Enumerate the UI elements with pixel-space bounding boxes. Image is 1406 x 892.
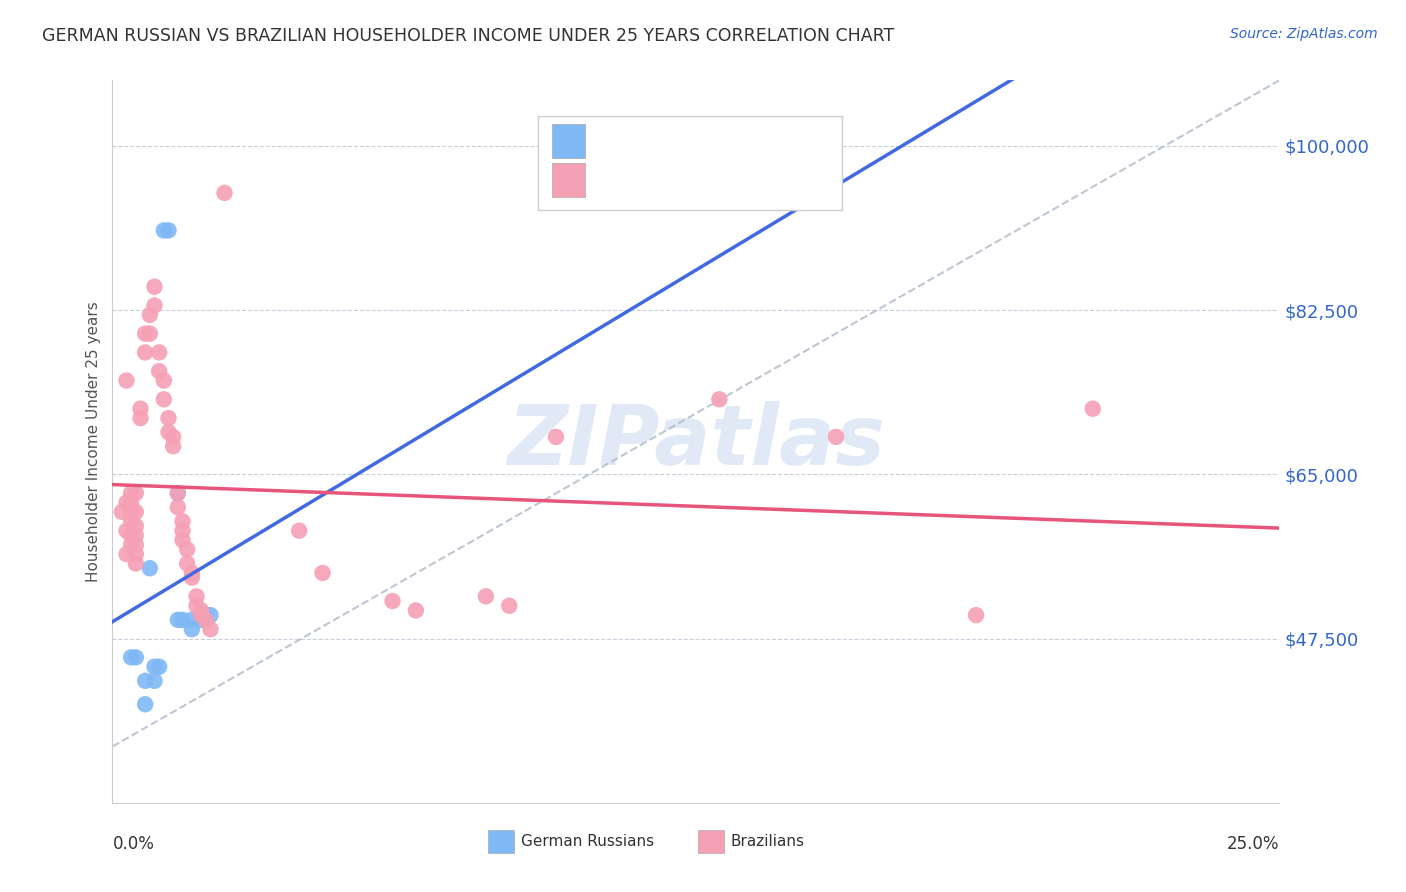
Point — [139, 308, 162, 322]
Y-axis label: Householder Income Under 25 years: Householder Income Under 25 years — [86, 301, 101, 582]
Point — [115, 547, 138, 561]
Point — [129, 411, 152, 425]
FancyBboxPatch shape — [488, 830, 515, 854]
Text: GERMAN RUSSIAN VS BRAZILIAN HOUSEHOLDER INCOME UNDER 25 YEARS CORRELATION CHART: GERMAN RUSSIAN VS BRAZILIAN HOUSEHOLDER … — [42, 27, 894, 45]
Point — [180, 613, 202, 627]
Point — [172, 533, 194, 547]
Point — [498, 599, 520, 613]
Point — [125, 547, 148, 561]
FancyBboxPatch shape — [699, 830, 724, 854]
Point — [115, 374, 138, 388]
Point — [190, 603, 212, 617]
Point — [194, 613, 217, 627]
Point — [186, 599, 208, 613]
Point — [405, 603, 427, 617]
Point — [194, 608, 217, 623]
Point — [120, 486, 142, 500]
Point — [214, 186, 236, 200]
Point — [162, 439, 184, 453]
Point — [115, 524, 138, 538]
Point — [190, 613, 212, 627]
Point — [120, 538, 142, 552]
Point — [125, 557, 148, 571]
Point — [153, 392, 176, 407]
Text: Source: ZipAtlas.com: Source: ZipAtlas.com — [1230, 27, 1378, 41]
Point — [200, 622, 222, 636]
Point — [825, 430, 848, 444]
Point — [111, 505, 134, 519]
Text: 25.0%: 25.0% — [1227, 835, 1279, 854]
Point — [143, 659, 166, 673]
Point — [115, 495, 138, 509]
Point — [120, 505, 142, 519]
Point — [381, 594, 404, 608]
FancyBboxPatch shape — [553, 124, 585, 158]
Point — [134, 345, 156, 359]
Point — [143, 279, 166, 293]
Point — [120, 528, 142, 542]
Point — [134, 326, 156, 341]
Point — [120, 495, 142, 509]
Point — [180, 566, 202, 580]
Bar — [538, 117, 842, 211]
Point — [176, 542, 198, 557]
Point — [176, 557, 198, 571]
Text: Brazilians: Brazilians — [731, 834, 806, 848]
Point — [134, 673, 156, 688]
Text: R = 0.244   N = 18: R = 0.244 N = 18 — [599, 132, 769, 150]
FancyBboxPatch shape — [553, 162, 585, 197]
Text: R =  0.173   N = 64: R = 0.173 N = 64 — [599, 171, 775, 189]
Point — [125, 486, 148, 500]
Point — [965, 608, 987, 623]
Point — [125, 528, 148, 542]
Point — [139, 326, 162, 341]
Point — [200, 608, 222, 623]
Point — [172, 524, 194, 538]
Point — [157, 425, 180, 439]
Point — [180, 571, 202, 585]
Point — [166, 486, 188, 500]
Point — [288, 524, 311, 538]
Point — [125, 538, 148, 552]
Point — [186, 590, 208, 604]
Point — [311, 566, 333, 580]
Text: 0.0%: 0.0% — [112, 835, 155, 854]
Point — [143, 298, 166, 312]
Point — [166, 613, 188, 627]
Point — [544, 430, 567, 444]
Point — [125, 519, 148, 533]
Point — [148, 364, 170, 378]
Text: German Russians: German Russians — [520, 834, 654, 848]
Point — [180, 622, 202, 636]
Point — [153, 223, 176, 237]
Point — [120, 650, 142, 665]
Point — [134, 698, 156, 712]
Point — [190, 608, 212, 623]
Point — [172, 613, 194, 627]
Point — [475, 590, 498, 604]
Point — [166, 500, 188, 515]
Point — [148, 345, 170, 359]
Point — [162, 430, 184, 444]
Point — [120, 514, 142, 528]
Point — [129, 401, 152, 416]
Point — [143, 673, 166, 688]
Point — [709, 392, 731, 407]
Point — [172, 514, 194, 528]
Text: ZIPatlas: ZIPatlas — [508, 401, 884, 482]
Point — [139, 561, 162, 575]
Point — [166, 486, 188, 500]
Point — [125, 505, 148, 519]
Point — [148, 659, 170, 673]
Point — [125, 650, 148, 665]
Point — [157, 411, 180, 425]
Point — [157, 223, 180, 237]
Point — [153, 374, 176, 388]
Point — [1081, 401, 1104, 416]
